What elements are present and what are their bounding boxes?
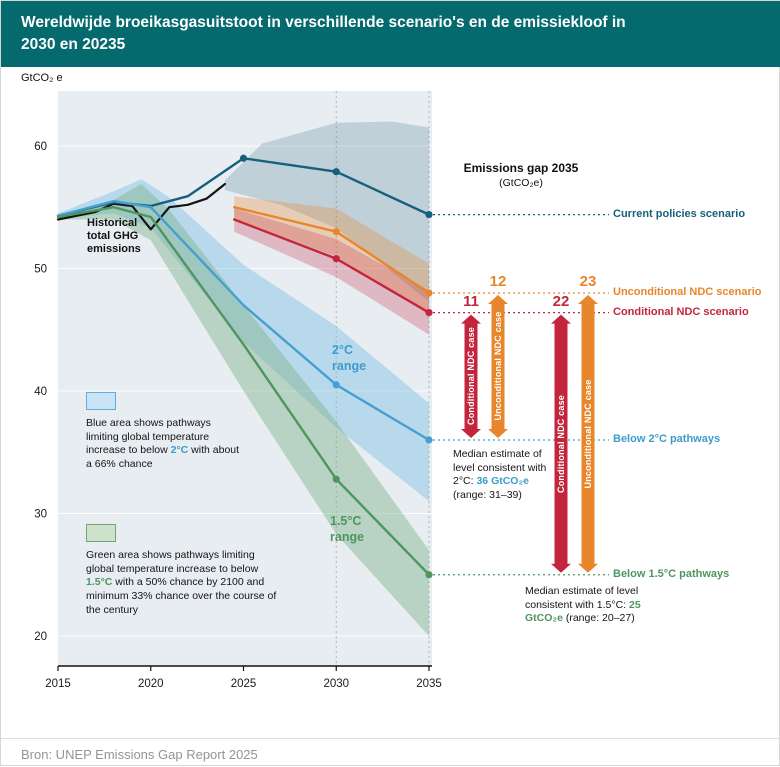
page-title: Wereldwijde broeikasgasuitstoot in versc… xyxy=(21,12,761,57)
median-2c-note: Median estimate of level consistent with… xyxy=(453,448,557,503)
gap-arrow-label-conditional-15c: Conditional NDC case xyxy=(556,394,566,493)
gap-arrow-2 xyxy=(551,314,571,573)
gap-arrow-3 xyxy=(578,294,598,573)
median-2c-value: 36 GtCO₂e xyxy=(476,475,529,488)
y-tick-label: 60 xyxy=(34,141,47,153)
header: Wereldwijde broeikasgasuitstoot in versc… xyxy=(1,1,780,67)
historical-emissions-label: Historical total GHG emissions xyxy=(87,217,141,256)
legend-text-2c-pre: Blue area shows pathways limiting global… xyxy=(86,417,211,457)
median-15c-note: Median estimate of level consistent with… xyxy=(525,585,647,626)
y-tick-label: 40 xyxy=(34,386,47,398)
legend-text-15c: Green area shows pathways limiting globa… xyxy=(86,549,278,617)
gap-value-conditional-2c: 11 xyxy=(463,292,479,310)
legend-swatch-2c xyxy=(86,392,116,410)
gap-value-unconditional-2c: 12 xyxy=(489,272,507,290)
y-tick-label: 20 xyxy=(34,631,47,643)
gap-arrow-label-unconditional-2c: Unconditional NDC case xyxy=(493,312,503,421)
gap-arrow-1 xyxy=(488,294,508,438)
legend-text-15c-highlight: 1.5°C xyxy=(86,576,113,589)
marker-below-15c xyxy=(425,571,433,579)
legend-text-2c-post: with about a 66% chance xyxy=(86,444,240,470)
area-unconditional-ndc-range xyxy=(234,196,429,315)
x-tick-label: 2020 xyxy=(138,678,164,690)
page-title-line2: 2030 en 20235 xyxy=(21,36,126,54)
marker-conditional-ndc xyxy=(425,308,433,317)
area-below-15c-range xyxy=(58,184,429,636)
median-2c-post: (range: 31–39) xyxy=(453,488,522,501)
marker-current-policies xyxy=(425,210,433,219)
marker-unconditional-ndc xyxy=(332,228,340,236)
x-tick-label: 2015 xyxy=(45,678,71,690)
line-below-15c xyxy=(56,205,431,576)
x-tick-label: 2025 xyxy=(231,678,257,690)
label-below-2c-pathways: Below 2°C pathways xyxy=(613,433,721,445)
page-title-line1: Wereldwijde broeikasgasuitstoot in versc… xyxy=(21,14,626,31)
footer-divider xyxy=(1,738,779,739)
legend-swatch-15c xyxy=(86,524,116,542)
area-conditional-ndc-range xyxy=(234,208,429,335)
line-below-2c xyxy=(56,199,431,442)
range-15c-label: 1.5°C range xyxy=(330,514,365,544)
median-15c-post: (range: 20–27) xyxy=(562,612,635,625)
marker-below-2c xyxy=(425,436,433,444)
marker-below-15c xyxy=(332,475,340,483)
legend-text-15c-pre: Green area shows pathways limiting globa… xyxy=(86,549,259,575)
y-tick-label: 50 xyxy=(34,263,47,275)
gap-value-unconditional-15c: 23 xyxy=(579,272,597,290)
label-below-15c-pathways: Below 1.5°C pathways xyxy=(613,568,730,580)
marker-current-policies xyxy=(239,154,248,162)
line-historical xyxy=(56,182,227,231)
marker-below-2c xyxy=(332,381,340,389)
legend-text-2c-highlight: 2°C xyxy=(170,444,189,457)
emissions-gap-unit: (GtCO₂e) xyxy=(499,177,543,189)
marker-conditional-ndc xyxy=(332,255,340,263)
source-attribution: Bron: UNEP Emissions Gap Report 2025 xyxy=(21,747,258,762)
label-conditional-ndc-scenario: Conditional NDC scenario xyxy=(613,306,749,318)
x-tick-label: 2030 xyxy=(323,678,349,690)
marker-current-policies xyxy=(332,168,340,176)
gap-arrow-label-conditional-2c: Conditional NDC case xyxy=(466,327,476,426)
legend-text-15c-post: with a 50% chance by 2100 and minimum 33… xyxy=(86,576,277,616)
median-15c-pre: Median estimate of level consistent with… xyxy=(525,585,639,611)
emissions-gap-title: Emissions gap 2035 xyxy=(463,161,579,175)
gap-arrow-0 xyxy=(461,314,481,438)
y-axis-unit-label: GtCO₂ e xyxy=(21,72,63,84)
label-unconditional-ndc-scenario: Unconditional NDC scenario xyxy=(613,286,762,298)
area-below-2c-range xyxy=(58,179,429,502)
median-2c-pre: Median estimate of level consistent with… xyxy=(453,448,547,488)
label-current-policies-scenario: Current policies scenario xyxy=(613,208,746,220)
marker-unconditional-ndc xyxy=(425,289,433,297)
gap-value-conditional-15c: 22 xyxy=(552,292,570,310)
y-tick-label: 30 xyxy=(34,508,47,520)
area-current-policies-range xyxy=(225,121,429,302)
range-2c-label: 2°C range xyxy=(332,343,367,373)
emissions-gap-heading: Emissions gap 2035 (GtCO₂e) xyxy=(451,161,591,189)
gap-arrow-label-unconditional-15c: Unconditional NDC case xyxy=(583,379,593,489)
legend-text-2c: Blue area shows pathways limiting global… xyxy=(86,417,241,472)
x-tick-label: 2035 xyxy=(416,678,442,690)
median-15c-value: 25 GtCO₂e xyxy=(525,598,641,625)
